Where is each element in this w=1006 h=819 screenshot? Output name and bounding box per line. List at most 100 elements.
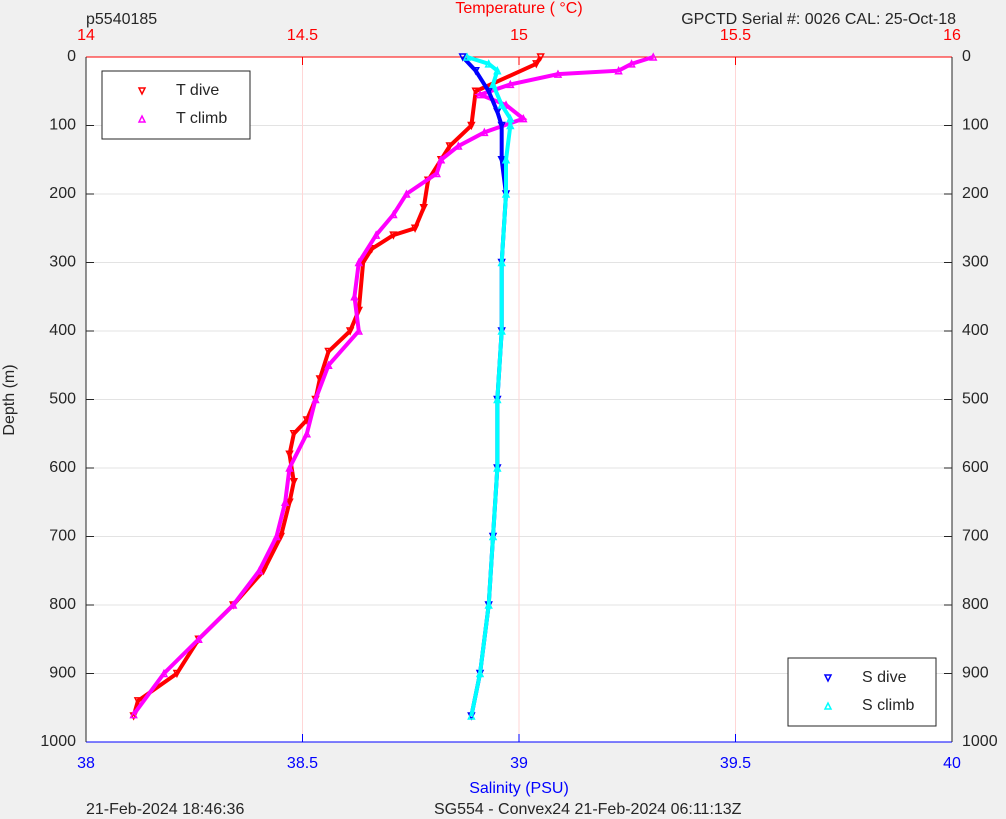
data-point	[285, 498, 294, 507]
top-right-label: GPCTD Serial #: 0026 CAL: 25-Oct-18	[681, 11, 956, 28]
x2-tick-label: 15.5	[720, 27, 751, 44]
data-point	[467, 121, 476, 131]
data-point	[259, 567, 268, 576]
y2-tick-label: 100	[962, 117, 989, 134]
y2-tick-label: 200	[962, 185, 989, 202]
y-tick-label: 1000	[40, 733, 76, 750]
data-point	[410, 224, 420, 233]
corner-label: p5540185	[86, 11, 157, 28]
legend-label: T dive	[176, 82, 219, 99]
legend-label: S dive	[862, 669, 907, 686]
y2-tick-label: 500	[962, 391, 989, 408]
data-point	[280, 497, 290, 506]
legend-marker	[823, 674, 833, 683]
data-point	[402, 189, 411, 198]
footer-right: SG554 - Convex24 21-Feb-2024 06:11:13Z	[434, 801, 742, 818]
y-tick-label: 600	[49, 459, 76, 476]
data-point	[345, 327, 355, 336]
data-point	[129, 709, 138, 719]
y-axis-label: Depth (m)	[1, 364, 18, 435]
data-point	[497, 121, 506, 131]
data-point	[354, 326, 364, 335]
data-point	[289, 477, 299, 487]
y2-tick-label: 400	[962, 322, 989, 339]
data-point	[254, 566, 264, 575]
data-point	[493, 66, 502, 75]
y-tick-label: 200	[49, 185, 76, 202]
data-point	[506, 120, 515, 130]
data-point	[302, 429, 312, 438]
data-point	[493, 394, 502, 404]
y-tick-label: 500	[49, 391, 76, 408]
data-point	[627, 59, 636, 68]
data-point	[484, 87, 493, 96]
x-tick-label: 39	[510, 755, 528, 772]
x-axis-label: Salinity (PSU)	[469, 780, 569, 797]
data-point	[350, 292, 359, 301]
data-point	[497, 257, 506, 267]
data-point	[501, 189, 511, 198]
data-point	[553, 69, 563, 78]
data-point	[488, 531, 498, 541]
data-point	[519, 113, 528, 123]
data-point	[419, 203, 428, 213]
x2-tick-label: 14.5	[287, 27, 318, 44]
data-point	[445, 142, 454, 151]
data-point	[311, 394, 320, 404]
series-line	[466, 55, 513, 717]
data-point	[501, 100, 511, 109]
y2-tick-label: 300	[962, 254, 989, 271]
y2-tick-label: 700	[962, 528, 989, 545]
data-point	[133, 697, 143, 706]
data-point	[229, 600, 238, 609]
legend-label: T climb	[176, 110, 227, 127]
data-point	[484, 59, 493, 68]
data-point	[471, 87, 480, 96]
y-tick-label: 100	[49, 117, 76, 134]
data-point	[493, 108, 502, 117]
y2-tick-label: 0	[962, 48, 971, 65]
x2-axis-label: Temperature ( °C)	[455, 0, 582, 17]
x2-tick-label: 14	[77, 27, 95, 44]
y2-tick-label: 600	[962, 459, 989, 476]
y-tick-label: 700	[49, 528, 76, 545]
legend-marker	[137, 87, 147, 96]
data-point	[506, 79, 515, 89]
x-tick-label: 38.5	[287, 755, 318, 772]
x-tick-label: 40	[943, 755, 961, 772]
data-point	[532, 60, 541, 69]
y2-tick-label: 900	[962, 665, 989, 682]
data-point	[354, 257, 364, 267]
data-point	[324, 360, 333, 369]
data-point	[458, 53, 467, 62]
data-point	[371, 230, 381, 239]
legend-box	[787, 657, 937, 727]
data-point	[484, 600, 493, 609]
legend-marker	[823, 701, 833, 710]
data-point	[432, 168, 441, 178]
data-point	[454, 141, 463, 150]
data-point	[358, 258, 368, 268]
data-point	[536, 53, 545, 62]
data-point	[501, 155, 511, 164]
data-point	[367, 245, 376, 254]
y-tick-label: 0	[67, 48, 76, 65]
data-point	[493, 463, 502, 472]
y-tick-label: 900	[49, 665, 76, 682]
data-point	[488, 79, 498, 89]
y2-tick-label: 1000	[962, 733, 998, 750]
x2-tick-label: 15	[510, 27, 528, 44]
legend-marker	[137, 114, 147, 123]
x-tick-label: 38	[77, 755, 95, 772]
data-point	[276, 532, 286, 542]
data-point	[467, 711, 476, 720]
data-point	[475, 668, 485, 678]
legend-box	[101, 70, 251, 140]
data-point	[436, 155, 446, 164]
data-point	[462, 52, 472, 61]
data-point	[172, 669, 182, 679]
data-point	[324, 347, 333, 357]
x2-tick-label: 16	[943, 27, 961, 44]
data-point	[285, 450, 294, 459]
